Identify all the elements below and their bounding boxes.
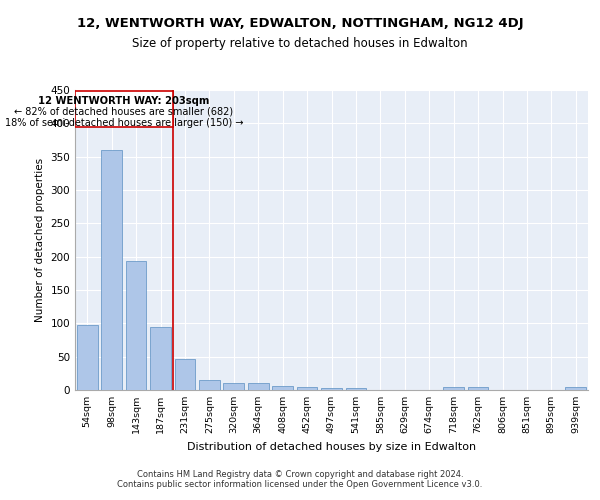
Bar [296,386,317,390]
Bar [346,388,367,390]
Text: Contains HM Land Registry data © Crown copyright and database right 2024.
Contai: Contains HM Land Registry data © Crown c… [118,470,482,489]
Bar [321,388,342,390]
Bar [248,384,269,390]
Bar [565,388,586,390]
Text: ← 82% of detached houses are smaller (682): ← 82% of detached houses are smaller (68… [14,107,233,117]
Bar [272,386,293,390]
Y-axis label: Number of detached properties: Number of detached properties [35,158,45,322]
Text: 18% of semi-detached houses are larger (150) →: 18% of semi-detached houses are larger (… [5,118,243,128]
Bar [199,380,220,390]
Bar [175,360,196,390]
Bar [443,386,464,390]
Bar [223,384,244,390]
Bar [467,386,488,390]
Bar [125,262,146,390]
Text: 12 WENTWORTH WAY: 203sqm: 12 WENTWORTH WAY: 203sqm [38,96,209,106]
FancyBboxPatch shape [75,92,173,126]
X-axis label: Distribution of detached houses by size in Edwalton: Distribution of detached houses by size … [187,442,476,452]
Bar [150,326,171,390]
Text: Size of property relative to detached houses in Edwalton: Size of property relative to detached ho… [132,38,468,51]
Bar [77,326,98,390]
Text: 12, WENTWORTH WAY, EDWALTON, NOTTINGHAM, NG12 4DJ: 12, WENTWORTH WAY, EDWALTON, NOTTINGHAM,… [77,18,523,30]
Bar [101,150,122,390]
